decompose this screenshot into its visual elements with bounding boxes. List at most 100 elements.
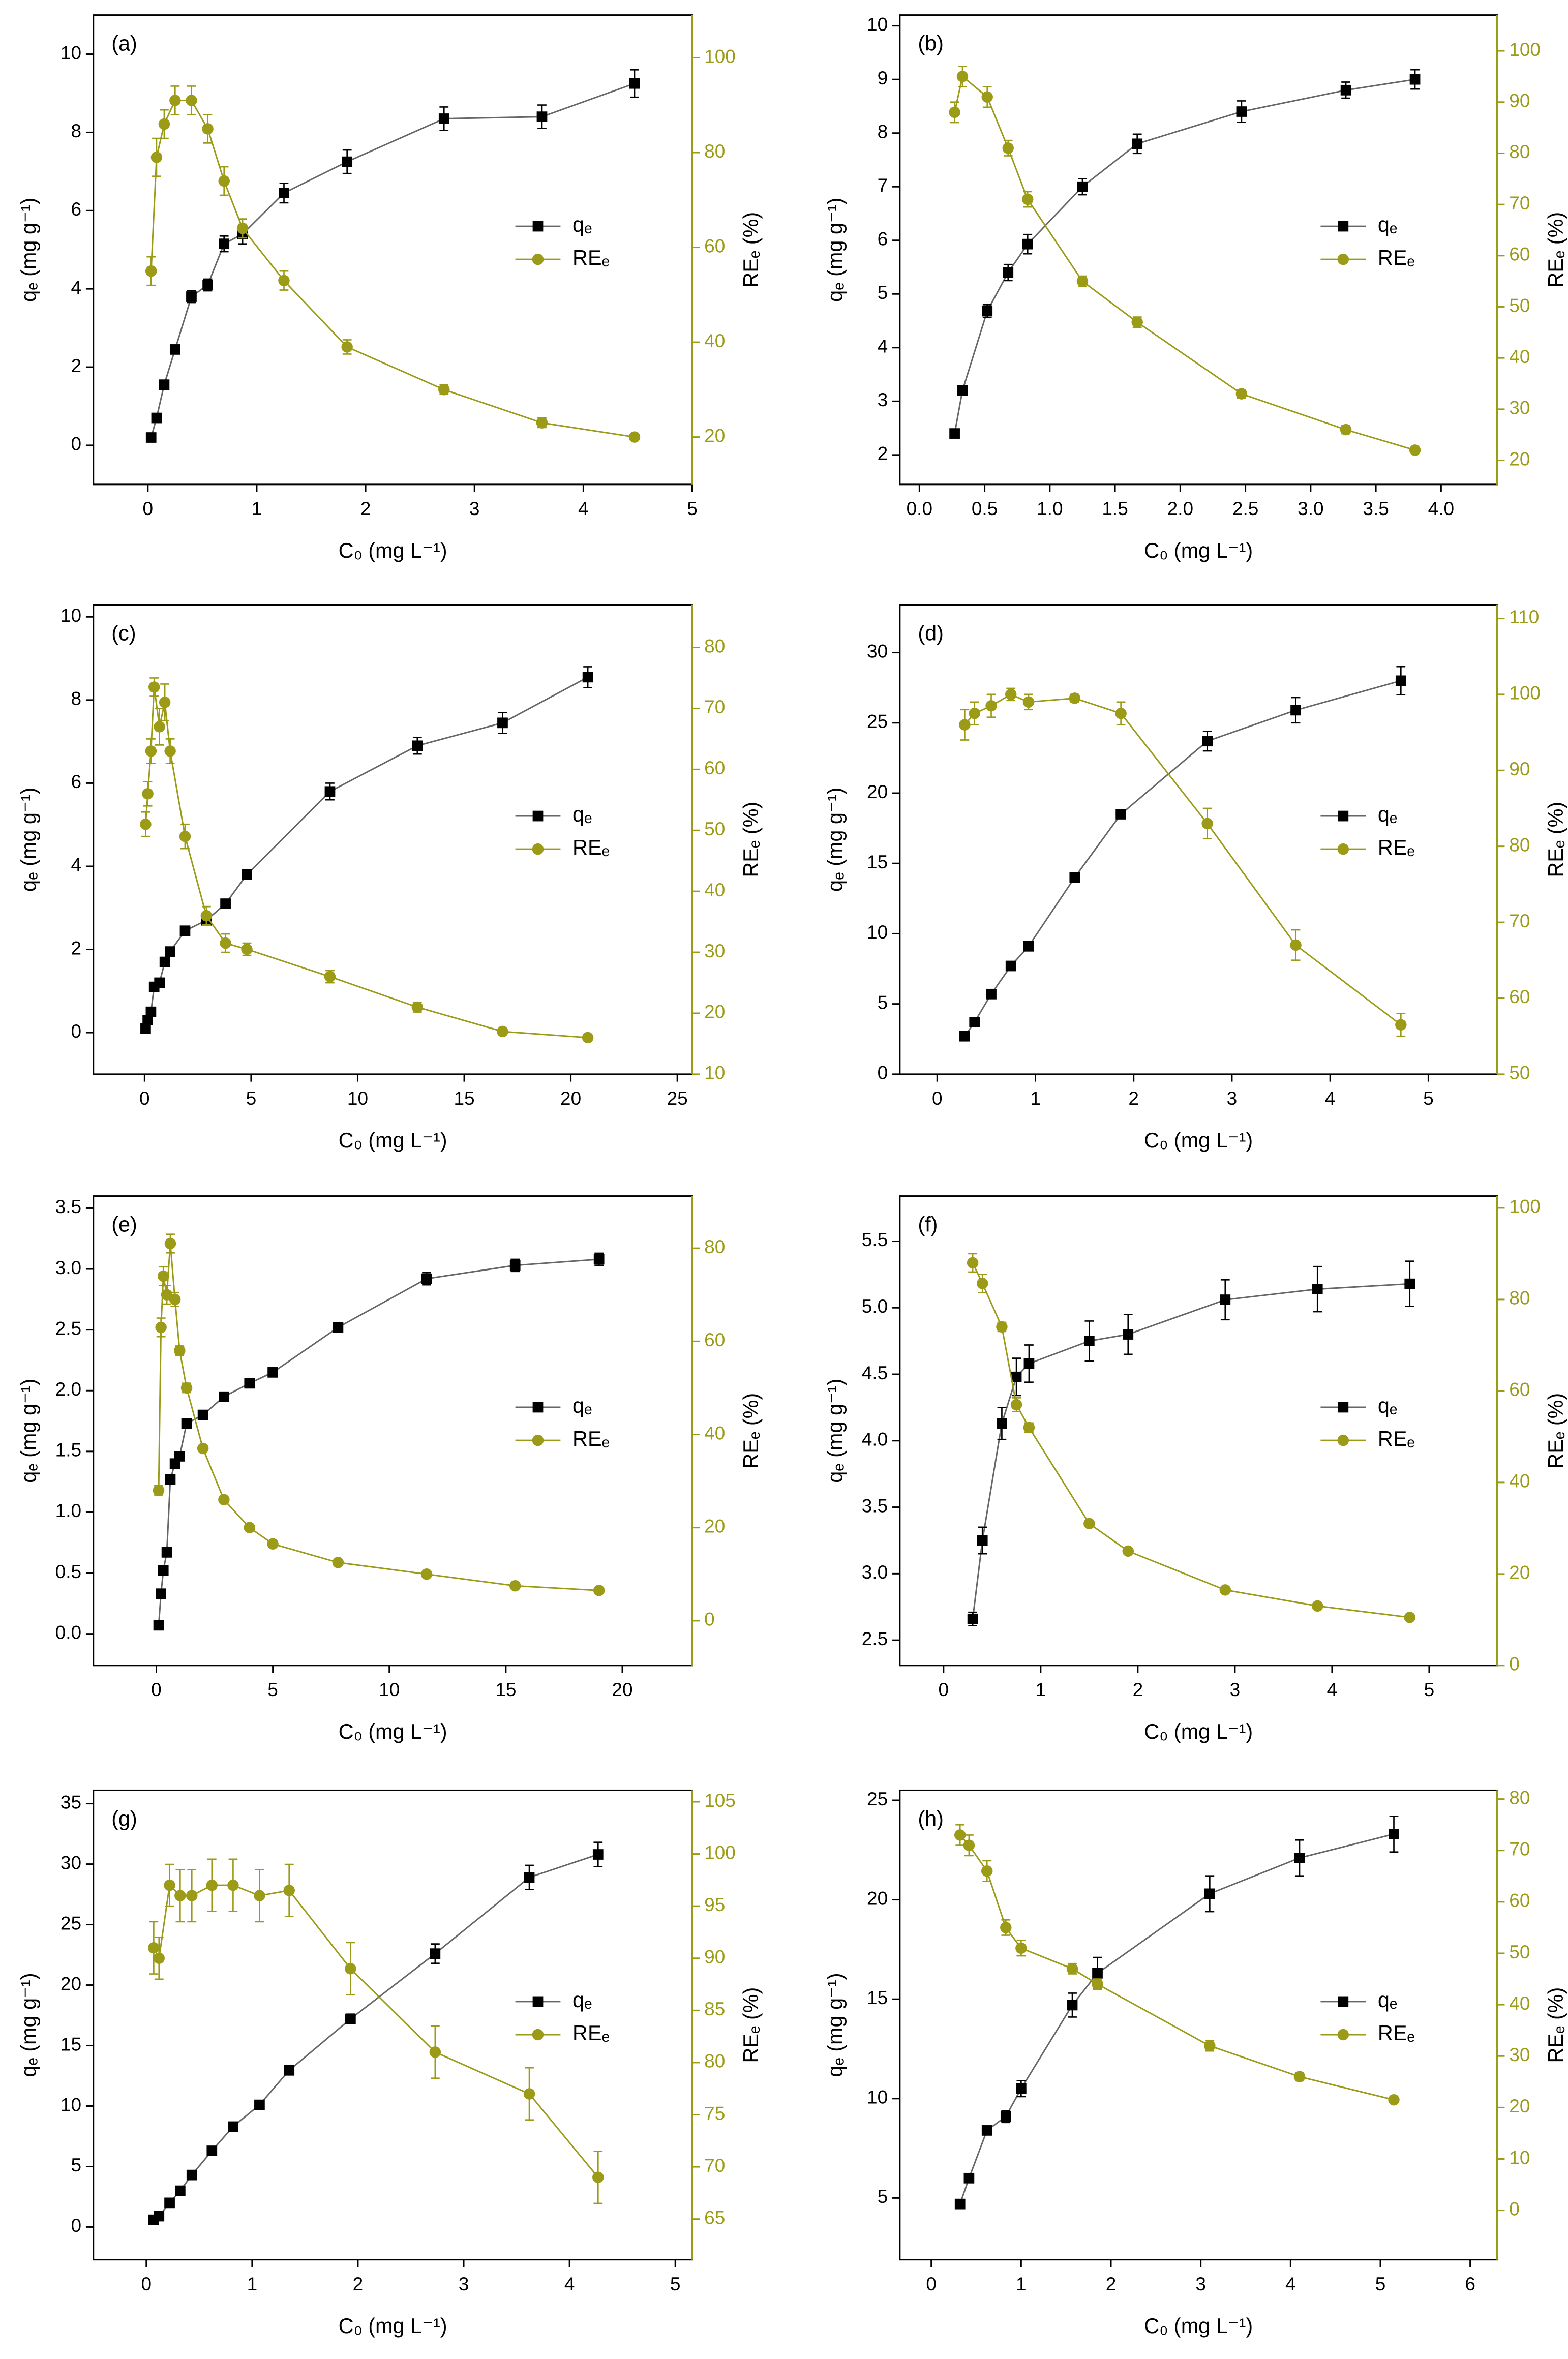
marker	[1340, 424, 1352, 436]
marker	[153, 1620, 164, 1631]
x-tick-label: 5	[267, 1679, 278, 1700]
legend-label: REₑ	[1378, 2021, 1415, 2045]
marker	[1067, 2000, 1078, 2011]
marker	[1000, 1922, 1012, 1933]
series-line	[972, 1283, 1410, 1619]
x-tick-label: 2	[353, 2274, 364, 2294]
y2-tick-label: 70	[1509, 911, 1530, 931]
y-tick-label: 3.5	[55, 1196, 81, 1217]
y-tick-label: 5.0	[862, 1296, 888, 1317]
marker	[592, 2171, 604, 2183]
marker	[1069, 692, 1081, 704]
marker	[164, 745, 176, 757]
y2-tick-label: 20	[704, 1002, 725, 1022]
y-tick-label: 9	[878, 68, 888, 88]
x-tick-label: 20	[560, 1088, 581, 1109]
marker	[985, 700, 997, 712]
marker	[582, 672, 593, 683]
y2-tick-label: 60	[704, 1329, 725, 1350]
y2-tick-label: 60	[1509, 1379, 1530, 1400]
x-tick-label: 4.0	[1428, 498, 1454, 519]
legend-label: qₑ	[1378, 803, 1397, 826]
marker	[341, 341, 353, 353]
marker	[1132, 138, 1143, 149]
x-tick-label: 4	[1285, 2274, 1296, 2294]
marker	[345, 2013, 356, 2024]
marker	[165, 946, 175, 957]
y-tick-label: 4	[71, 855, 81, 875]
marker	[155, 1321, 167, 1334]
y2-tick-label: 60	[704, 235, 725, 256]
y-tick-label: 2.5	[862, 1628, 888, 1649]
y-tick-label: 3	[878, 389, 888, 410]
y2-tick-label: 0	[1509, 1654, 1520, 1675]
marker	[174, 1345, 186, 1356]
y2-tick-label: 0	[1509, 2198, 1520, 2219]
x-tick-label: 5	[1375, 2274, 1386, 2294]
x-tick-label: 0	[141, 2274, 152, 2294]
marker	[1092, 1968, 1103, 1979]
marker	[949, 106, 960, 118]
marker	[153, 1485, 165, 1496]
x-tick-label: 25	[667, 1088, 688, 1109]
chart-title: (f)	[918, 1213, 938, 1236]
y2-tick-label: 0	[704, 1609, 715, 1630]
x-tick-label: 10	[347, 1088, 368, 1109]
marker	[969, 1017, 980, 1027]
marker	[421, 1273, 432, 1284]
y-tick-label: 25	[61, 1913, 81, 1933]
marker	[1115, 707, 1127, 719]
y2-axis-label: REₑ (%)	[739, 802, 763, 878]
y-tick-label: 25	[867, 1789, 888, 1809]
y2-tick-label: 60	[1509, 986, 1530, 1007]
y2-tick-label: 50	[1509, 1942, 1530, 1962]
y-tick-label: 0	[878, 1063, 888, 1083]
marker	[145, 1006, 157, 1017]
y-tick-label: 10	[61, 42, 81, 63]
y-tick-label: 6	[878, 229, 888, 250]
marker	[954, 1829, 966, 1841]
series-line	[972, 1262, 1410, 1618]
marker	[497, 717, 508, 729]
marker	[179, 925, 191, 936]
x-tick-label: 0	[139, 1088, 150, 1109]
y-tick-label: 7	[878, 175, 888, 196]
chart-title: (c)	[111, 622, 136, 645]
y-axis-label: qₑ (mg g⁻¹)	[824, 1973, 847, 2077]
y-axis-label: qₑ (mg g⁻¹)	[17, 788, 40, 892]
y2-tick-label: 100	[704, 1842, 736, 1863]
marker	[202, 280, 213, 290]
marker	[1395, 675, 1406, 686]
marker	[148, 1942, 160, 1954]
y-tick-label: 5.5	[862, 1229, 888, 1250]
x-tick-label: 1	[1036, 1679, 1046, 1700]
y2-tick-label: 90	[1509, 759, 1530, 779]
x-tick-label: 0	[932, 1088, 943, 1109]
y2-tick-label: 80	[1509, 1288, 1530, 1309]
marker	[202, 123, 214, 135]
y-tick-label: 30	[867, 641, 888, 661]
y-axis-label: qₑ (mg g⁻¹)	[17, 1973, 40, 2077]
y-tick-label: 10	[867, 922, 888, 943]
marker	[154, 721, 165, 733]
marker	[1069, 872, 1080, 883]
marker	[1404, 1278, 1415, 1289]
marker	[151, 412, 162, 424]
marker	[148, 681, 160, 693]
x-tick-label: 0.5	[972, 498, 998, 519]
marker	[959, 1031, 970, 1042]
marker	[1389, 1829, 1399, 1839]
y-tick-label: 5	[71, 2155, 81, 2175]
y2-tick-label: 20	[1509, 1562, 1530, 1583]
marker	[430, 1948, 441, 1959]
marker	[497, 1025, 508, 1038]
marker	[412, 740, 423, 751]
x-tick-label: 3.5	[1363, 498, 1389, 519]
y2-tick-label: 70	[704, 697, 725, 717]
marker	[593, 1254, 605, 1265]
marker	[164, 2197, 175, 2209]
y-tick-label: 3.0	[55, 1257, 81, 1278]
y-tick-label: 1.0	[55, 1500, 81, 1521]
marker	[159, 956, 170, 967]
